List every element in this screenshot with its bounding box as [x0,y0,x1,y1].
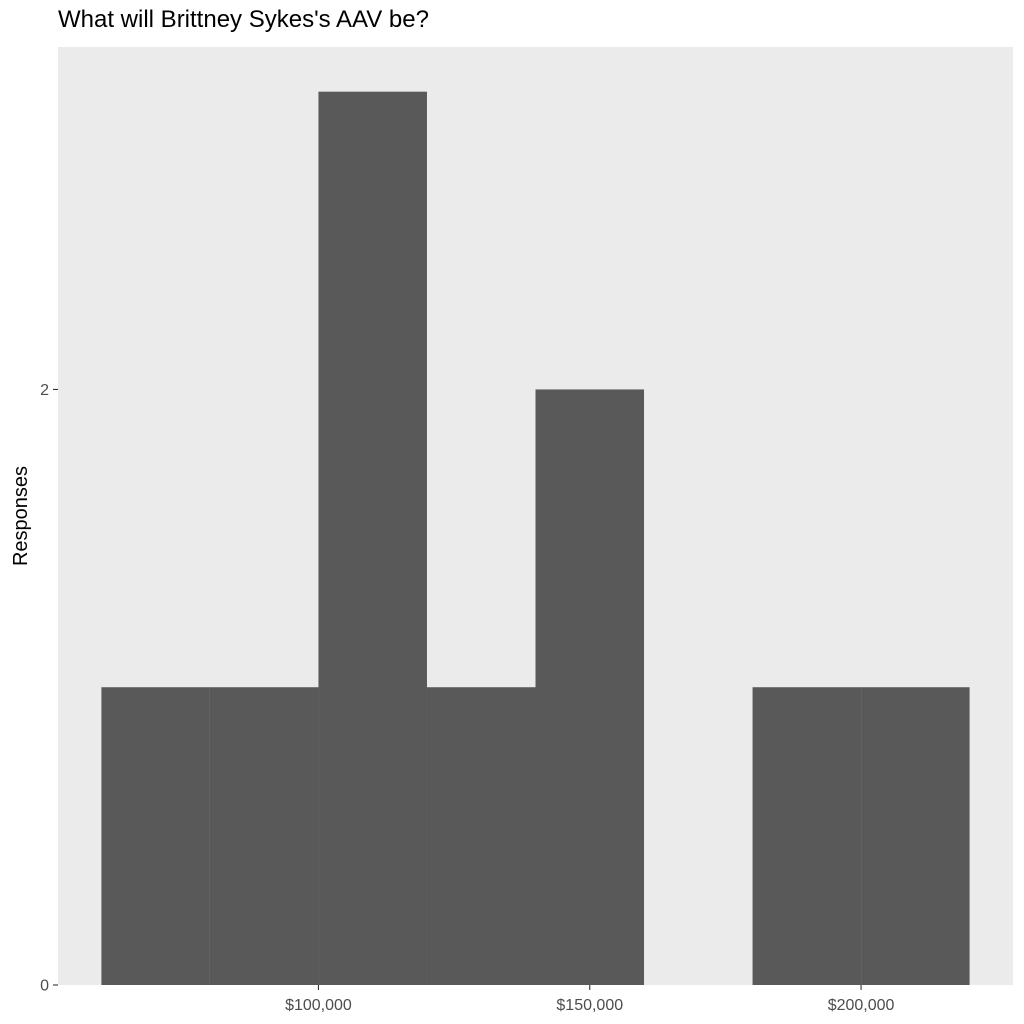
y-axis-title: Responses [10,466,32,566]
histogram-bar-2 [318,91,427,985]
histogram-bar-1 [209,687,319,985]
chart-title: What will Brittney Sykes's AAV be? [58,6,429,33]
x-axis: $100,000 $150,000 $200,000 [285,985,895,1014]
histogram-bar-3 [426,687,536,985]
bars-layer [101,91,970,985]
y-tick-label-0: 0 [40,978,49,995]
x-tick-label-1: $150,000 [556,997,623,1014]
histogram-bar-0 [101,687,210,985]
y-tick-label-1: 2 [40,382,49,399]
x-tick-label-2: $200,000 [828,997,895,1014]
histogram-bar-7 [861,687,970,985]
histogram-bar-4 [535,389,645,985]
x-tick-label-0: $100,000 [285,997,352,1014]
y-axis: 02 [40,382,58,995]
histogram-bar-6 [752,687,862,985]
